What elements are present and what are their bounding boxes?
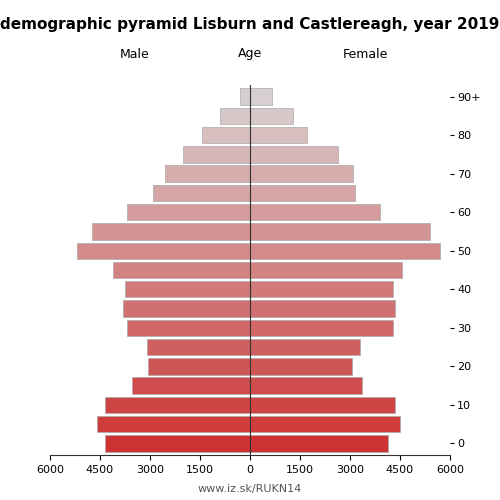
Bar xyxy=(250,146,338,162)
Bar xyxy=(202,127,250,144)
Bar xyxy=(250,281,394,297)
Bar xyxy=(250,339,360,355)
Text: www.iz.sk/RUKN14: www.iz.sk/RUKN14 xyxy=(198,484,302,494)
Text: demographic pyramid Lisburn and Castlereagh, year 2019: demographic pyramid Lisburn and Castlere… xyxy=(0,18,500,32)
Bar xyxy=(132,378,250,394)
Bar xyxy=(250,242,440,259)
Bar xyxy=(250,204,380,220)
Text: Age: Age xyxy=(238,48,262,60)
Bar xyxy=(105,396,250,413)
Text: Female: Female xyxy=(342,48,388,60)
Bar xyxy=(250,166,354,182)
Bar xyxy=(250,108,294,124)
Bar xyxy=(250,88,272,105)
Bar xyxy=(250,300,395,316)
Bar xyxy=(250,320,394,336)
Bar xyxy=(125,281,250,297)
Bar xyxy=(250,396,395,413)
Bar xyxy=(105,435,250,452)
Bar xyxy=(250,224,430,240)
Bar xyxy=(96,416,250,432)
Bar xyxy=(148,358,250,374)
Bar xyxy=(240,88,250,105)
Bar xyxy=(184,146,250,162)
Bar xyxy=(92,224,250,240)
Bar xyxy=(114,262,250,278)
Bar xyxy=(124,300,250,316)
Bar xyxy=(76,242,250,259)
Bar xyxy=(250,358,352,374)
Bar xyxy=(250,184,355,201)
Bar xyxy=(165,166,250,182)
Bar xyxy=(250,378,362,394)
Bar xyxy=(220,108,250,124)
Bar xyxy=(146,339,250,355)
Bar xyxy=(154,184,250,201)
Bar xyxy=(250,435,388,452)
Bar xyxy=(250,127,306,144)
Bar xyxy=(250,262,402,278)
Bar xyxy=(126,320,250,336)
Bar xyxy=(250,416,400,432)
Text: Male: Male xyxy=(120,48,150,60)
Bar xyxy=(126,204,250,220)
